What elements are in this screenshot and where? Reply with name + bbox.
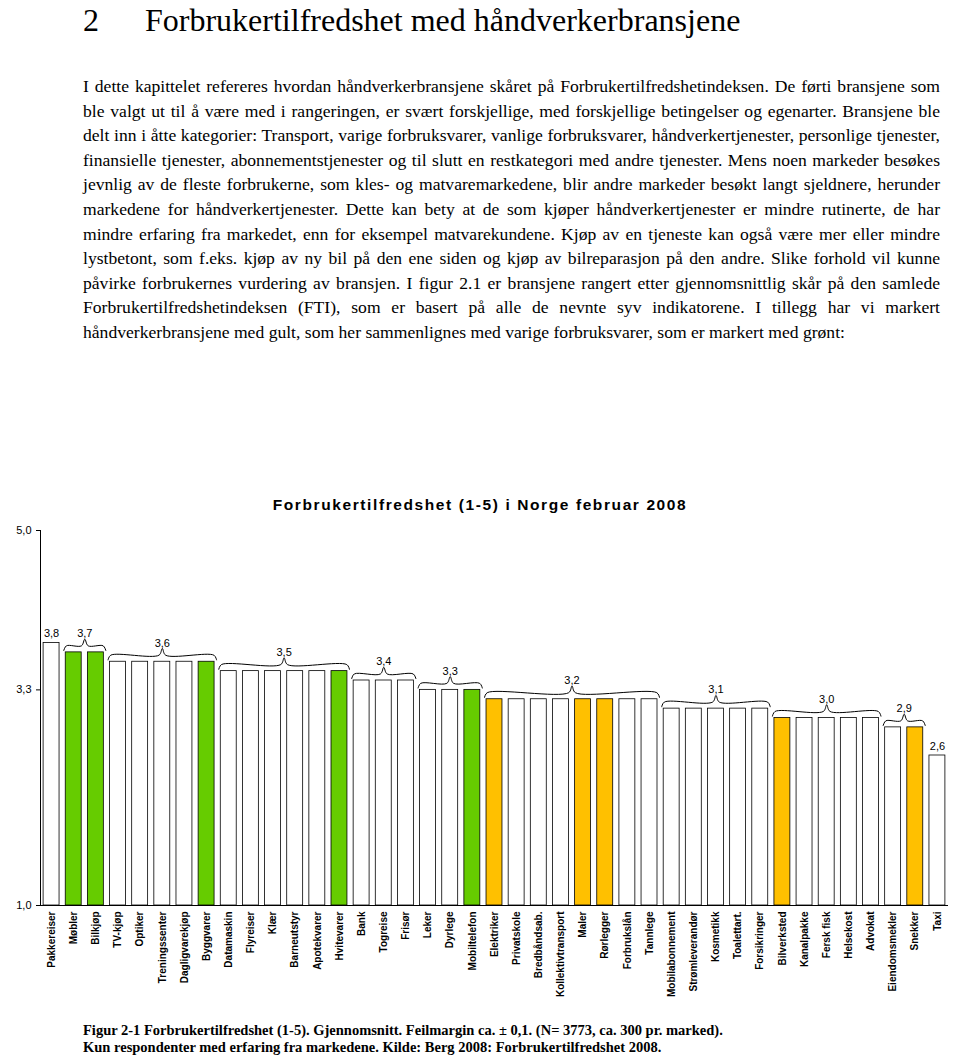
svg-text:Elektriker: Elektriker [489, 911, 500, 957]
svg-text:Optiker: Optiker [134, 911, 145, 946]
svg-text:Toalettart.: Toalettart. [732, 911, 743, 959]
html-text:I dette kapittelet refereres h: I dette kapittelet refereres hvordan hån… [83, 76, 940, 342]
svg-text:Taxi: Taxi [932, 911, 943, 930]
html-text:Forbrukertilfredshet med håndv: Forbrukertilfredshet med håndverkerbrans… [145, 2, 741, 38]
svg-text:5,0: 5,0 [16, 524, 31, 536]
svg-text:Kosmetikk: Kosmetikk [710, 911, 721, 962]
svg-text:3,8: 3,8 [44, 627, 59, 639]
svg-text:3,1: 3,1 [708, 683, 723, 695]
svg-text:3,0: 3,0 [819, 693, 834, 705]
svg-text:Pakkereiser: Pakkereiser [46, 911, 57, 967]
svg-text:Mobiltelefon: Mobiltelefon [467, 912, 478, 971]
svg-text:3,6: 3,6 [155, 637, 170, 649]
svg-text:Møbler: Møbler [68, 911, 79, 944]
html-text:Forbrukertilfredshet (1-5) i N: Forbrukertilfredshet (1-5) i Norge febru… [272, 496, 688, 513]
svg-text:Dyrlege: Dyrlege [444, 911, 455, 948]
svg-text:Forsikringer: Forsikringer [754, 911, 765, 969]
svg-text:Datamaskin: Datamaskin [223, 912, 234, 968]
svg-text:Leker: Leker [422, 911, 433, 938]
svg-text:Maler: Maler [577, 911, 588, 937]
svg-text:TV-kjøp: TV-kjøp [112, 912, 123, 948]
svg-text:Helsekost: Helsekost [843, 911, 854, 959]
svg-text:3,7: 3,7 [77, 627, 92, 639]
svg-text:Bilkjøp: Bilkjøp [90, 912, 101, 945]
svg-text:Dagligvarekjøp: Dagligvarekjøp [179, 912, 190, 984]
svg-text:3,5: 3,5 [276, 646, 291, 658]
svg-text:Strømleverandør: Strømleverandør [688, 911, 699, 991]
svg-text:Snekker: Snekker [909, 911, 920, 950]
svg-text:Kollektivtransport: Kollektivtransport [555, 911, 566, 997]
svg-text:Bank: Bank [356, 911, 367, 936]
svg-text:Treningssenter: Treningssenter [157, 911, 168, 983]
svg-text:Hvitevarer: Hvitevarer [334, 911, 345, 960]
svg-text:Flyreiser: Flyreiser [245, 911, 256, 953]
html-text:Figur 2-1 Forbrukertilfredshet: Figur 2-1 Forbrukertilfredshet (1-5). Gj… [83, 1022, 723, 1038]
svg-text:Advokat: Advokat [865, 911, 876, 951]
svg-text:2,6: 2,6 [930, 740, 945, 752]
svg-text:Eiendomsmekler: Eiendomsmekler [887, 911, 898, 991]
svg-text:Togreise: Togreise [378, 911, 389, 952]
svg-text:Mobilabonnement: Mobilabonnement [666, 911, 677, 997]
html-text:Kun respondenter med erfaring: Kun respondenter med erfaring fra marked… [83, 1039, 662, 1055]
svg-text:2,9: 2,9 [897, 702, 912, 714]
svg-text:Bredbåndsab.: Bredbåndsab. [533, 911, 544, 978]
svg-text:3,4: 3,4 [376, 655, 391, 667]
html-text:2: 2 [83, 2, 99, 38]
svg-text:Bilverksted: Bilverksted [777, 912, 788, 966]
svg-text:Apotekvarer: Apotekvarer [312, 911, 323, 969]
svg-text:Fersk fisk: Fersk fisk [821, 911, 832, 958]
svg-text:Klær: Klær [267, 911, 278, 934]
svg-text:1,0: 1,0 [16, 899, 31, 911]
svg-text:Tannlege: Tannlege [644, 911, 655, 955]
svg-text:Byggvarer: Byggvarer [201, 911, 212, 961]
svg-text:Barneutstyr: Barneutstyr [289, 911, 300, 967]
svg-text:3,3: 3,3 [16, 683, 31, 695]
svg-text:Privatskole: Privatskole [511, 911, 522, 965]
svg-text:Frisør: Frisør [400, 911, 411, 939]
svg-text:3,2: 3,2 [564, 674, 579, 686]
svg-text:Forbrukslån: Forbrukslån [622, 912, 633, 970]
svg-text:Kanalpakke: Kanalpakke [799, 911, 810, 967]
svg-text:3,3: 3,3 [443, 665, 458, 677]
svg-text:Rørlegger: Rørlegger [599, 911, 610, 958]
